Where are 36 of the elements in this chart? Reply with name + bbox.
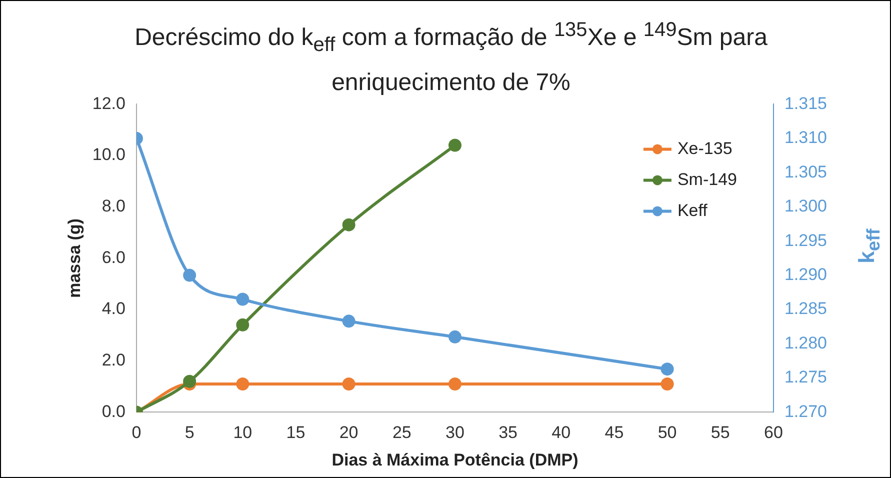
y2-tick-label: 1.315 [784, 94, 828, 113]
y2-tick-label: 1.300 [784, 196, 828, 216]
legend-label: Xe-135 [677, 138, 732, 158]
x-tick-label: 15 [286, 423, 306, 442]
y2-tick-label: 1.275 [784, 368, 828, 387]
x-tick-label: 30 [446, 423, 464, 442]
x-tick-label: 40 [552, 423, 571, 442]
legend-label: Keff [677, 200, 708, 220]
x-tick-label: 45 [604, 423, 624, 442]
y2-tick-label: 1.295 [784, 230, 828, 250]
x-tick-label: 25 [392, 423, 412, 442]
y2-tick-label: 1.290 [784, 265, 828, 284]
y-tick-label: 2.0 [102, 350, 126, 370]
chart-title: Decréscimo do k$_{eff}$ com a formação de $^{135}$Xe e $^{149}$Sm para enriquecimento de 7% [134, 19, 768, 96]
x-axis-title: Dias à Máxima Potência (DMP) [332, 450, 578, 470]
x-tick-label: 35 [498, 423, 518, 442]
legend-label: Sm-149 [677, 170, 737, 189]
y2-tick-label: 1.280 [784, 333, 828, 352]
x-tick-label: 50 [658, 423, 677, 442]
x-tick-label: 55 [710, 423, 730, 442]
y-tick-label: 6.0 [102, 248, 126, 267]
x-tick-label: 5 [184, 423, 194, 442]
y-tick-label: 4.0 [102, 299, 126, 318]
y-axis-title: massa (g) [64, 218, 84, 298]
x-tick-label: 20 [339, 423, 358, 442]
y-tick-label: 0.0 [102, 402, 126, 421]
y2-tick-label: 1.285 [784, 299, 828, 318]
y2-tick-label: 1.305 [784, 162, 828, 182]
x-tick-label: 0 [132, 423, 142, 442]
y2-tick-label: 1.310 [784, 128, 828, 148]
y-tick-label: 12.0 [92, 94, 126, 113]
x-tick-label: 10 [233, 423, 252, 442]
x-tick-label: 60 [764, 423, 783, 442]
y-tick-label: 8.0 [102, 196, 126, 216]
y-tick-label: 10.0 [92, 145, 126, 164]
y2-tick-label: 1.270 [784, 402, 828, 421]
